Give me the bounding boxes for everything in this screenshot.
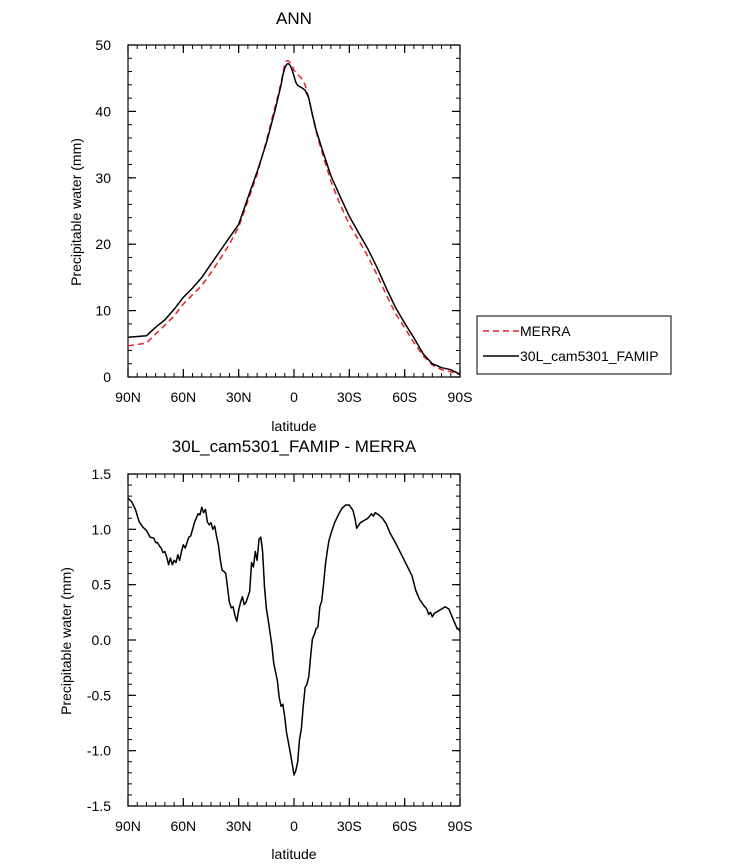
x-tick-label: 30N	[226, 389, 252, 405]
x-tick-label: 60N	[170, 389, 196, 405]
difference-panel: 30L_cam5301_FAMIP - MERRA 90N 60N 30N 0 30S 6…	[58, 437, 472, 862]
y-axis-label: Precipitable water (mm)	[58, 567, 74, 715]
y-tick-label: 1.0	[92, 521, 112, 537]
y-tick-label: -1.0	[87, 743, 111, 759]
y-tick-label: 40	[95, 103, 111, 119]
y-tick-label: 10	[95, 303, 111, 319]
y-tick-label: 0.0	[92, 632, 112, 648]
y-tick-label: 0	[103, 369, 111, 385]
legend-label-model: 30L_cam5301_FAMIP	[520, 348, 659, 364]
legend-label-merra: MERRA	[520, 323, 571, 339]
y-tick-label: 20	[95, 236, 111, 252]
y-tick-label: -0.5	[87, 687, 111, 703]
x-axis-label: latitude	[271, 418, 316, 434]
series-line-1	[127, 62, 461, 375]
legend-box	[476, 315, 672, 375]
x-tick-label: 30N	[226, 818, 252, 834]
x-tick-label: 90N	[115, 818, 141, 834]
y-tick-label: 30	[95, 170, 111, 186]
x-tick-label: 30S	[337, 818, 362, 834]
x-tick-label: 60S	[392, 818, 417, 834]
x-axis-label: latitude	[271, 846, 316, 862]
y-tick-label: 50	[95, 37, 111, 53]
plot-frame	[127, 473, 461, 807]
plot-area: 90N 60N 30N 0 30S 60S 90S 0 10 20 30 40 50	[95, 37, 472, 405]
series-line-0	[127, 497, 461, 776]
x-tick-label: 90S	[448, 389, 473, 405]
y-axis-label: Precipitable water (mm)	[68, 138, 84, 286]
x-tick-label: 0	[290, 818, 298, 834]
legend: MERRA 30L_cam5301_FAMIP	[476, 315, 672, 375]
chart-title: ANN	[276, 9, 312, 28]
x-tick-label: 60N	[170, 818, 196, 834]
x-tick-label: 30S	[337, 389, 362, 405]
x-tick-label: 90S	[448, 818, 473, 834]
plot-area: 90N 60N 30N 0 30S 60S 90S -1.5 -1.0 -0.5 0.0 0.5 1.0…	[87, 466, 473, 834]
y-tick-label: 1.5	[92, 466, 112, 482]
series-line-0	[127, 60, 461, 376]
y-tick-label: -1.5	[87, 798, 111, 814]
y-tick-label: 0.5	[92, 577, 112, 593]
x-tick-label: 60S	[392, 389, 417, 405]
plot-frame	[127, 44, 461, 378]
x-tick-label: 90N	[115, 389, 141, 405]
annual-mean-panel: ANN 90N 60N 30N 0 30S 60S 90S 0 10 20 30 40 50 latit…	[68, 9, 672, 434]
chart-title: 30L_cam5301_FAMIP - MERRA	[172, 437, 417, 456]
x-tick-label: 0	[290, 389, 298, 405]
